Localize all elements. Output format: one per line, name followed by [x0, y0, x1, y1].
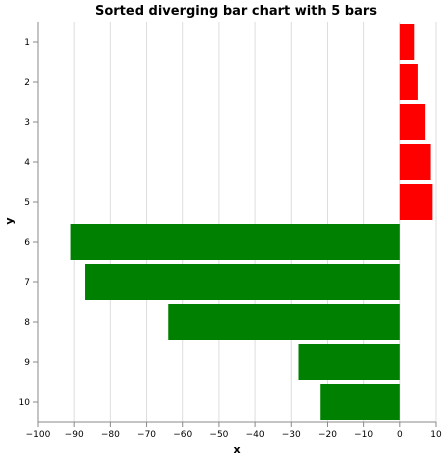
y-tick-label: 7 [24, 278, 30, 288]
x-tick-label: −80 [101, 430, 120, 440]
y-tick-label: 4 [24, 158, 30, 168]
y-axis-title: y [3, 217, 16, 224]
bar-2 [399, 64, 418, 100]
x-axis: −100 −90 −80 −70 −60 −50 −40 −30 −20 −10 0 10 [26, 421, 442, 440]
bar-8 [168, 304, 400, 340]
bar-9 [298, 344, 400, 380]
bars-group [70, 24, 433, 420]
y-tick-label: 1 [24, 38, 30, 48]
bar-3 [399, 104, 426, 140]
bar-5 [399, 184, 433, 220]
x-axis-title: x [233, 443, 240, 456]
x-tick-label: −60 [173, 430, 192, 440]
y-tick-label: 3 [24, 118, 30, 128]
y-tick-label: 9 [24, 358, 30, 368]
bar-1 [399, 24, 415, 60]
x-tick-label: −100 [26, 430, 51, 440]
bar-6 [70, 224, 400, 260]
x-tick-label: −90 [65, 430, 84, 440]
y-tick-label: 8 [24, 318, 30, 328]
y-axis: 1 2 3 4 5 6 7 8 9 10 [19, 22, 39, 422]
bar-10 [320, 384, 400, 420]
x-tick-label: 0 [397, 430, 403, 440]
y-tick-label: 6 [24, 238, 30, 248]
chart-title: Sorted diverging bar chart with 5 bars [95, 4, 377, 19]
y-tick-label: 5 [24, 198, 30, 208]
x-tick-label: −30 [282, 430, 301, 440]
x-tick-label: −50 [209, 430, 228, 440]
x-tick-label: −10 [354, 430, 373, 440]
y-tick-label: 2 [24, 78, 30, 88]
x-tick-label: −20 [318, 430, 337, 440]
x-tick-label: 10 [430, 430, 442, 440]
x-tick-label: −70 [137, 430, 156, 440]
bar-4 [399, 144, 431, 180]
y-tick-label: 10 [19, 398, 31, 408]
x-tick-label: −40 [246, 430, 265, 440]
bar-7 [85, 264, 400, 300]
